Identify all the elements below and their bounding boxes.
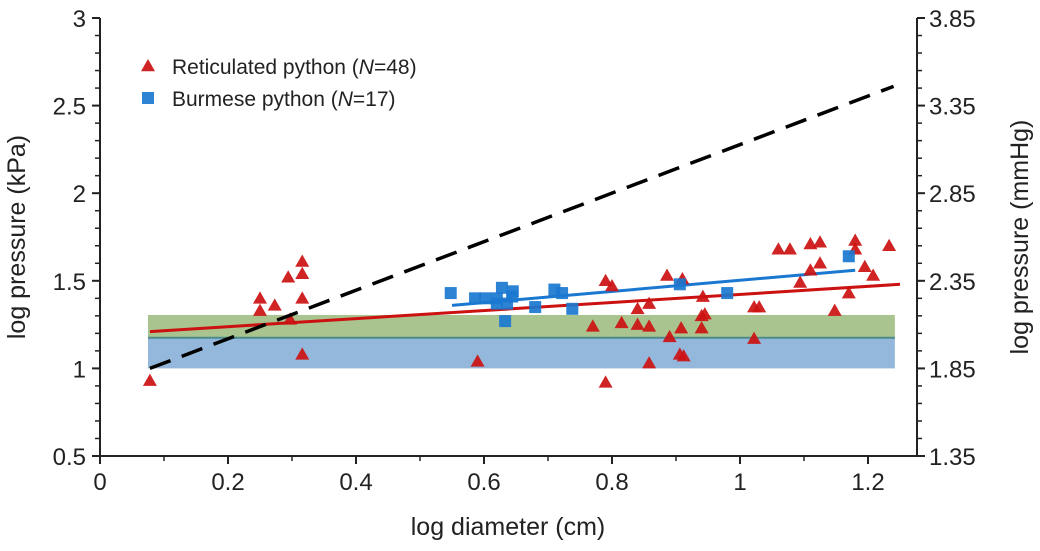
y-right-tick-label: 2.35 bbox=[929, 269, 976, 296]
y-right-tick-label: 3.85 bbox=[929, 6, 976, 33]
triangle-point bbox=[605, 279, 619, 292]
triangle-point bbox=[642, 319, 657, 332]
triangle-point bbox=[841, 286, 856, 299]
triangle-point bbox=[771, 242, 786, 255]
triangle-point bbox=[676, 349, 691, 362]
y-right-tick-label: 1.35 bbox=[929, 444, 976, 471]
triangle-point bbox=[752, 300, 767, 313]
square-point bbox=[529, 301, 542, 314]
x-tick-label: 0.8 bbox=[595, 469, 628, 496]
y-axis-label: log pressure (kPa) bbox=[3, 135, 31, 339]
data-points bbox=[142, 84, 897, 388]
y-tick-label: 2 bbox=[73, 181, 86, 208]
square-point bbox=[479, 292, 492, 305]
triangle-point bbox=[267, 298, 282, 311]
x-tick-label: 1.2 bbox=[851, 469, 884, 496]
triangle-point bbox=[598, 375, 613, 388]
legend: Reticulated python (N=48) Burmese python … bbox=[141, 56, 417, 111]
triangle-point bbox=[866, 268, 881, 281]
triangle-point bbox=[782, 242, 797, 255]
triangle-point bbox=[660, 268, 675, 281]
triangle-point bbox=[630, 317, 645, 330]
triangle-point bbox=[253, 303, 267, 316]
triangle-point bbox=[614, 315, 629, 329]
triangle-point bbox=[642, 296, 657, 309]
square-point bbox=[142, 92, 154, 104]
fit-line bbox=[149, 282, 901, 334]
triangle-point bbox=[694, 308, 709, 322]
y-right-tick-label: 1.85 bbox=[929, 356, 976, 383]
triangle-point bbox=[283, 312, 298, 325]
triangle-point bbox=[662, 329, 677, 343]
legend-label: Burmese python (N=17) bbox=[172, 88, 396, 111]
fit-line bbox=[451, 268, 856, 307]
triangle-point bbox=[253, 291, 267, 304]
square-point bbox=[495, 281, 508, 294]
y-right-tick-label: 2.85 bbox=[929, 181, 976, 208]
triangle-point bbox=[598, 273, 613, 287]
triangle-point bbox=[295, 291, 310, 304]
square-point bbox=[673, 278, 686, 291]
square-point bbox=[842, 250, 855, 263]
x-axis-label: log diameter (cm) bbox=[411, 513, 606, 541]
y-axis-right-label: log pressure (mmHg) bbox=[1006, 120, 1034, 355]
dashed-reference-line bbox=[149, 84, 895, 371]
square-point bbox=[469, 292, 482, 305]
fit-lines bbox=[149, 268, 901, 334]
y-tick-label: 1 bbox=[73, 356, 86, 383]
triangle-point bbox=[882, 238, 897, 252]
x-tick-label: 0 bbox=[93, 469, 106, 496]
triangle-point bbox=[642, 356, 657, 369]
triangle-point bbox=[857, 259, 872, 273]
square-point bbox=[506, 285, 519, 298]
triangle-point bbox=[295, 347, 310, 360]
square-point bbox=[444, 287, 457, 300]
square-point bbox=[499, 315, 512, 328]
y-tick-label: 2.5 bbox=[53, 94, 86, 121]
triangle-point bbox=[694, 321, 709, 334]
triangle-point bbox=[141, 59, 155, 72]
square-point bbox=[556, 287, 569, 300]
triangle-point bbox=[630, 301, 645, 315]
triangle-point bbox=[470, 354, 485, 367]
triangle-point bbox=[295, 266, 310, 280]
square-point bbox=[490, 292, 503, 305]
y-right-tick-label: 3.35 bbox=[929, 94, 976, 121]
triangle-point bbox=[674, 321, 689, 334]
triangle-point bbox=[585, 319, 600, 332]
y-tick-label: 0.5 bbox=[53, 444, 86, 471]
triangle-point bbox=[848, 233, 863, 246]
x-tick-label: 0.4 bbox=[339, 469, 372, 496]
reference-bands bbox=[148, 314, 895, 369]
y-tick-label: 1.5 bbox=[53, 269, 86, 296]
triangle-point bbox=[695, 289, 710, 302]
triangle-point bbox=[813, 235, 827, 248]
x-tick-label: 1 bbox=[733, 469, 746, 496]
triangle-point bbox=[295, 254, 310, 267]
axes: 0 0.2 0.4 0.6 0.8 1 1.2 0.5 1.35 1 1.85 1.5 2.35 2 2.8… bbox=[53, 6, 976, 496]
triangle-point bbox=[803, 263, 818, 276]
legend-label: Reticulated python (N=48) bbox=[172, 56, 417, 79]
triangle-point bbox=[747, 331, 762, 344]
band bbox=[148, 337, 895, 369]
square-point bbox=[721, 287, 734, 300]
triangle-point bbox=[793, 275, 808, 288]
x-tick-label: 0.6 bbox=[467, 469, 500, 496]
triangle-point bbox=[827, 303, 842, 316]
triangle-point bbox=[142, 373, 157, 386]
x-tick-label: 0.2 bbox=[211, 469, 244, 496]
y-tick-label: 3 bbox=[73, 6, 86, 33]
triangle-point bbox=[281, 270, 296, 283]
square-point bbox=[566, 302, 579, 315]
triangle-point bbox=[813, 256, 827, 269]
